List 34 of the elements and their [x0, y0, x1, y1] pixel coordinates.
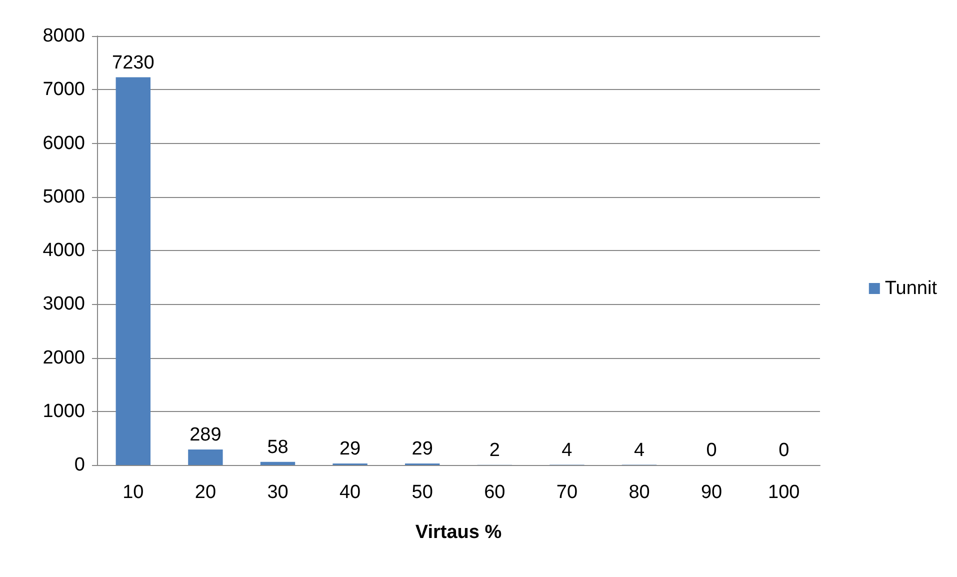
data-label: 4 [634, 440, 645, 461]
x-tick-label: 20 [194, 482, 216, 503]
y-tick-label: 2000 [42, 347, 85, 368]
y-tick-label: 4000 [42, 240, 85, 261]
legend-label: Tunnit [884, 278, 938, 299]
data-label: 0 [706, 440, 717, 461]
y-tick-label: 0 [74, 454, 85, 476]
x-tick-label: 40 [339, 482, 361, 503]
data-label: 58 [267, 436, 288, 458]
y-tick-label: 6000 [42, 132, 85, 154]
x-tick-label: 100 [768, 482, 800, 503]
y-tick-label: 5000 [42, 186, 85, 208]
y-tick-label: 8000 [42, 26, 85, 46]
bar [260, 462, 296, 465]
data-label: 2 [489, 440, 500, 461]
x-tick-label: 10 [122, 482, 144, 503]
data-label: 0 [778, 440, 790, 461]
y-tick-label: 7000 [42, 79, 85, 100]
data-label: 4 [562, 440, 573, 461]
x-tick-label: 70 [556, 482, 578, 503]
y-tick-label: 1000 [42, 400, 85, 422]
x-axis-title: Virtaus % [415, 522, 502, 543]
y-tick-label: 3000 [42, 294, 85, 315]
data-label: 7230 [112, 52, 154, 74]
x-tick-label: 60 [484, 482, 506, 503]
x-tick-label: 30 [267, 482, 288, 503]
x-tick-label: 90 [700, 482, 722, 503]
data-label: 289 [190, 424, 222, 446]
data-label: 29 [339, 438, 361, 460]
x-tick-label: 80 [628, 482, 650, 503]
data-label: 29 [412, 438, 433, 460]
bar [116, 77, 150, 465]
bar [188, 450, 223, 465]
x-tick-label: 50 [412, 482, 433, 503]
